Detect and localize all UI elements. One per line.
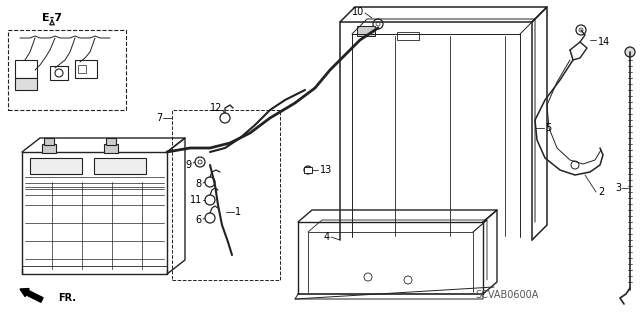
Circle shape [205, 213, 215, 223]
Text: 13: 13 [320, 165, 332, 175]
Bar [172, 110, 280, 280]
Circle shape [195, 157, 205, 167]
Text: 2: 2 [598, 187, 604, 197]
Circle shape [404, 276, 412, 284]
Text: 9: 9 [186, 160, 192, 170]
Bar [15, 60, 37, 78]
Circle shape [571, 161, 579, 169]
Bar [104, 144, 118, 153]
Circle shape [205, 177, 215, 187]
Circle shape [205, 195, 215, 205]
Circle shape [198, 160, 202, 164]
Text: FR.: FR. [58, 293, 76, 303]
Text: 10: 10 [352, 7, 364, 17]
Bar [15, 78, 37, 90]
Text: SCVAB0600A: SCVAB0600A [476, 290, 539, 300]
Bar [75, 60, 97, 78]
Text: 1: 1 [235, 207, 241, 217]
Bar [78, 65, 86, 73]
Text: 12: 12 [210, 103, 222, 113]
Circle shape [304, 166, 312, 174]
Bar [44, 138, 54, 145]
Text: 7: 7 [156, 113, 162, 123]
Text: 8: 8 [196, 179, 202, 189]
Bar [42, 144, 56, 153]
Circle shape [579, 28, 583, 32]
Text: 11: 11 [189, 195, 202, 205]
Text: 14: 14 [598, 37, 611, 47]
Circle shape [576, 25, 586, 35]
Text: 5: 5 [545, 123, 551, 133]
Circle shape [220, 113, 230, 123]
Bar [397, 32, 419, 40]
Bar [94, 158, 146, 174]
Circle shape [373, 19, 383, 29]
Bar [106, 138, 116, 145]
Bar [30, 158, 82, 174]
Text: 6: 6 [196, 215, 202, 225]
Text: 3: 3 [615, 183, 621, 193]
Bar [8, 30, 126, 110]
Bar [304, 167, 312, 173]
Text: 4: 4 [324, 232, 330, 242]
Bar [357, 26, 375, 36]
Circle shape [376, 22, 380, 26]
FancyArrow shape [20, 289, 43, 302]
Text: E-7: E-7 [42, 13, 62, 23]
Bar [50, 66, 68, 80]
Circle shape [625, 47, 635, 57]
Circle shape [364, 273, 372, 281]
Circle shape [55, 69, 63, 77]
Bar [22, 152, 167, 274]
